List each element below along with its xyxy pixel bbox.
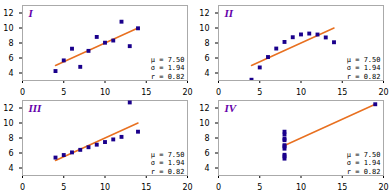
- svg-text:0: 0: [216, 88, 221, 95]
- svg-text:II: II: [224, 7, 234, 19]
- svg-text:15: 15: [337, 88, 347, 95]
- svg-text:12: 12: [199, 104, 209, 113]
- svg-text:10: 10: [199, 119, 209, 128]
- svg-text:20: 20: [378, 88, 388, 95]
- svg-text:III: III: [28, 102, 43, 114]
- svg-text:8: 8: [204, 134, 209, 143]
- svg-text:4: 4: [8, 164, 13, 173]
- svg-text:8: 8: [8, 134, 13, 143]
- svg-text:15: 15: [337, 183, 347, 190]
- svg-text:10: 10: [100, 183, 110, 190]
- svg-text:5: 5: [257, 88, 262, 95]
- svg-text:10: 10: [296, 183, 306, 190]
- svg-text:0: 0: [216, 183, 221, 190]
- svg-text:μ = 7.50σ = 1.94r = 0.82: μ = 7.50σ = 1.94r = 0.82: [151, 151, 185, 175]
- svg-text:5: 5: [61, 88, 66, 95]
- svg-text:μ = 7.50σ = 1.94r = 0.82: μ = 7.50σ = 1.94r = 0.82: [347, 151, 381, 175]
- svg-text:8: 8: [8, 39, 13, 48]
- svg-text:15: 15: [141, 183, 151, 190]
- svg-text:10: 10: [199, 24, 209, 33]
- svg-text:10: 10: [3, 24, 13, 33]
- svg-text:0: 0: [20, 88, 25, 95]
- svg-text:20: 20: [378, 183, 388, 190]
- svg-text:I: I: [28, 7, 34, 19]
- svg-text:5: 5: [257, 183, 262, 190]
- svg-text:6: 6: [204, 149, 209, 158]
- svg-text:IV: IV: [224, 102, 238, 114]
- svg-text:20: 20: [182, 88, 192, 95]
- svg-text:20: 20: [182, 183, 192, 190]
- svg-text:8: 8: [204, 39, 209, 48]
- svg-text:5: 5: [61, 183, 66, 190]
- svg-text:μ = 7.50σ = 1.94r = 0.82: μ = 7.50σ = 1.94r = 0.82: [151, 56, 185, 80]
- svg-text:4: 4: [204, 164, 209, 173]
- svg-text:10: 10: [100, 88, 110, 95]
- svg-text:6: 6: [8, 54, 13, 63]
- svg-text:10: 10: [3, 119, 13, 128]
- svg-text:4: 4: [204, 69, 209, 78]
- svg-text:12: 12: [3, 9, 13, 18]
- svg-text:12: 12: [199, 9, 209, 18]
- svg-text:0: 0: [20, 183, 25, 190]
- svg-text:10: 10: [296, 88, 306, 95]
- svg-text:μ = 7.50σ = 1.94r = 0.82: μ = 7.50σ = 1.94r = 0.82: [347, 56, 381, 80]
- svg-text:15: 15: [141, 88, 151, 95]
- svg-text:6: 6: [8, 149, 13, 158]
- svg-text:12: 12: [3, 104, 13, 113]
- svg-text:4: 4: [8, 69, 13, 78]
- svg-text:6: 6: [204, 54, 209, 63]
